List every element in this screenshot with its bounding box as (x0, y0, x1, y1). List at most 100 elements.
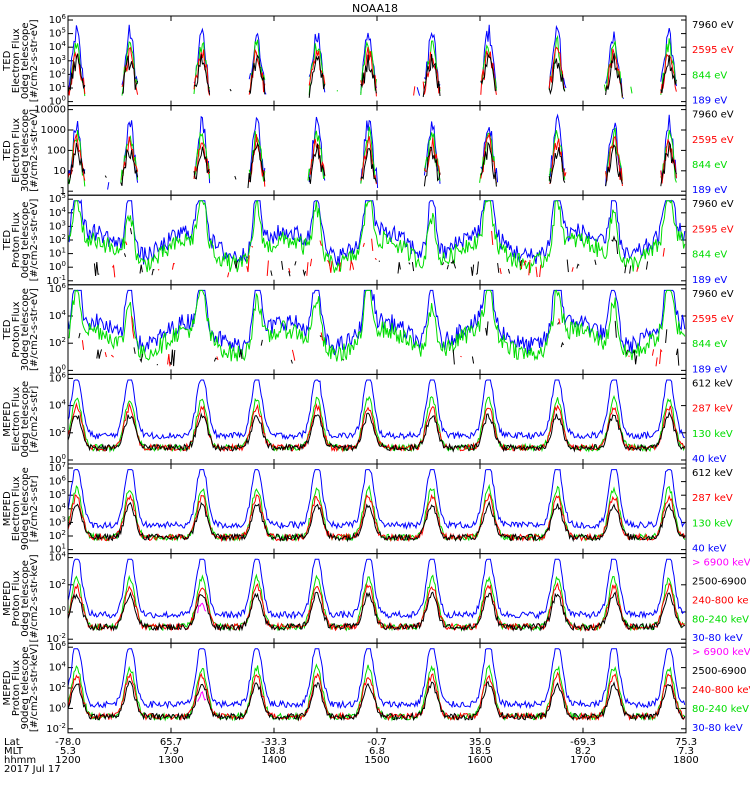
y-axis-label: 0deg telescope (20, 381, 31, 458)
tick-label: 1000 (41, 125, 66, 136)
series-line-blue (68, 289, 686, 356)
tick-label: 101 (49, 543, 66, 556)
date-label: 2017 Jul 17 (4, 764, 61, 775)
tick-label: 100 (49, 701, 66, 714)
tick-label: 10-1 (46, 274, 66, 287)
y-axis-label: MEPED (2, 581, 13, 616)
axis-row-value: 7.3 (678, 746, 694, 757)
legend-label: 189 eV (692, 364, 727, 375)
series-line-blue (68, 468, 686, 530)
axis-row-value: 7.9 (163, 746, 179, 757)
tick-label: 104 (49, 40, 67, 53)
tick-label: 100 (49, 363, 66, 376)
tick-label: 104 (49, 551, 67, 564)
legend-label: 189 eV (692, 275, 727, 286)
y-axis-label: Electron Flux (11, 387, 22, 452)
y-axis-label: TED (2, 50, 13, 71)
legend-label: 844 eV (692, 70, 727, 81)
legend-label: 189 eV (692, 96, 727, 107)
axis-row-value: 35.0 (469, 737, 491, 748)
y-axis-label: 30deg telescope (20, 288, 31, 371)
axis-row-value: 5.3 (60, 746, 76, 757)
tick-label: 103 (49, 219, 66, 232)
legend-label: 844 eV (692, 250, 727, 261)
y-axis-label: 0deg telescope (20, 22, 31, 99)
series-line-black (68, 410, 686, 453)
axis-row-value: -78.0 (55, 737, 81, 748)
panel-frame (67, 15, 687, 107)
legend-label: 2500-6900 (692, 666, 747, 677)
tick-label: 100 (49, 605, 66, 618)
y-axis-label: TED (2, 140, 13, 161)
y-axis-label: 0deg telescope (20, 560, 31, 637)
axis-row-value: 1800 (673, 755, 698, 766)
tick-label: 103 (49, 54, 66, 67)
legend-label: 2500-6900 (692, 577, 747, 588)
tick-label: 104 (49, 502, 67, 515)
y-axis-label: 90deg telescope (20, 646, 31, 729)
legend-label: 2595 eV (692, 135, 734, 146)
legend-label: 844 eV (692, 160, 727, 171)
tick-label: 102 (49, 681, 66, 694)
series-line-green (68, 289, 686, 362)
legend-label: > 6900 keV (692, 647, 750, 658)
tick-label: 10000 (34, 105, 66, 116)
y-axis-label: Proton Flux (11, 570, 22, 626)
tick-label: 101 (49, 247, 66, 260)
y-axis-label: [#/cm2-s-str] (29, 475, 40, 542)
legend-label: 30-80 keV (692, 633, 743, 644)
series-group (68, 113, 679, 190)
series-line-blue (68, 379, 685, 441)
legend-label: 2595 eV (692, 224, 734, 235)
tick-label: 102 (49, 67, 66, 80)
series-line-red (68, 582, 686, 632)
axis-row-value: 1200 (55, 755, 80, 766)
series-line-green (68, 483, 686, 542)
tick-label: 104 (49, 206, 67, 219)
axis-row-value: 75.3 (675, 737, 697, 748)
series-line-green (68, 394, 686, 453)
axis-row-label: MLT (4, 746, 24, 757)
series-line-black (68, 680, 686, 722)
series-group (68, 558, 686, 633)
series-line-blue (68, 648, 686, 710)
series-line-blue (68, 113, 677, 190)
legend-label: 7960 eV (692, 110, 734, 121)
axis-row-value: 65.7 (160, 737, 182, 748)
tick-label: 1 (60, 186, 66, 197)
axis-row-value: 18.8 (263, 746, 285, 757)
y-axis-label: 30deg telescope (20, 109, 31, 192)
axis-row-value: 1600 (467, 755, 492, 766)
legend-label: 40 keV (692, 544, 726, 555)
series-line-red (68, 402, 686, 453)
legend-label: 7960 eV (692, 199, 734, 210)
y-axis-label: [#/cm2-s-str-keV] (29, 644, 40, 732)
legend-label: 612 keV (692, 468, 733, 479)
legend-label: 30-80 keV (692, 723, 743, 734)
y-axis-label: MEPED (2, 401, 13, 436)
y-axis-label: TED (2, 230, 13, 251)
series-line-red (68, 671, 686, 722)
series-line-red (68, 492, 686, 543)
series-line-blue (68, 199, 686, 266)
tick-label: 105 (49, 192, 66, 205)
series-line-black (68, 591, 685, 633)
y-axis-label: [#/cm2-s-str] (29, 386, 40, 453)
axis-row-value: 18.5 (469, 746, 491, 757)
axis-row-value: 1500 (364, 755, 389, 766)
tick-label: 106 (49, 13, 67, 26)
tick-label: 102 (49, 578, 66, 591)
y-axis-label: [#/cm2-s-str-keV] (29, 554, 40, 642)
tick-label: 104 (49, 661, 67, 674)
series-line-black (68, 140, 677, 189)
axis-row-value: 8.2 (575, 746, 591, 757)
y-axis-label: Electron Flux (11, 118, 22, 183)
legend-label: 80-240 keV (692, 614, 749, 625)
tick-label: 100 (49, 95, 66, 108)
y-axis-label: [#/cm2-s-str-eV] (29, 19, 40, 102)
tick-label: 105 (49, 27, 66, 40)
